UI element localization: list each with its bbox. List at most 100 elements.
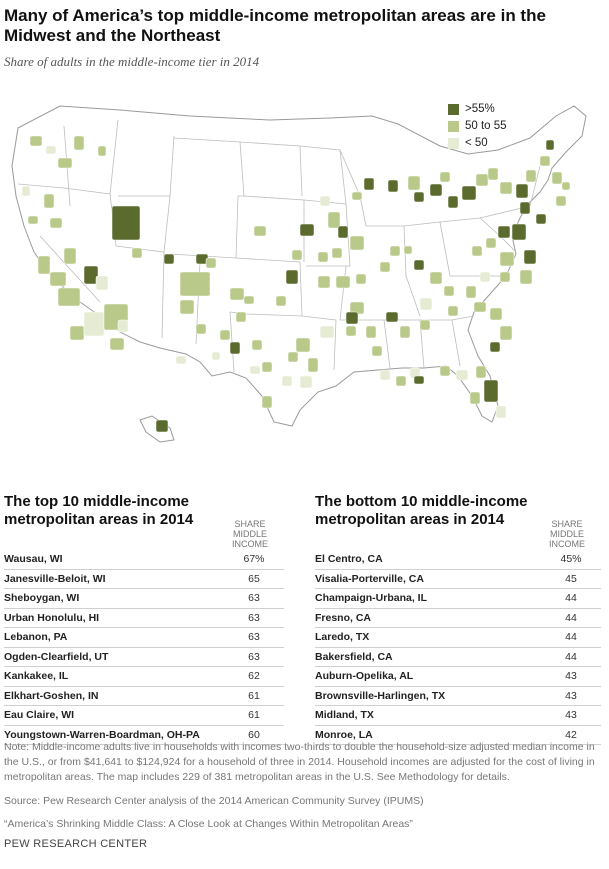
metro-area-shape xyxy=(419,319,431,331)
metro-area-shape xyxy=(355,273,367,285)
metro-area-shape xyxy=(447,195,459,209)
metro-name: Brownsville-Harlingen, TX xyxy=(315,689,446,702)
table-row: Midland, TX 43 xyxy=(315,706,601,726)
metro-area-shape xyxy=(473,301,487,313)
table-row: Urban Honolulu, HI 63 xyxy=(4,609,284,628)
us-metro-map xyxy=(11,105,587,443)
metro-area-shape xyxy=(485,237,497,249)
metro-area-shape xyxy=(299,375,313,389)
state-border xyxy=(109,119,119,195)
metro-area-shape xyxy=(49,217,63,229)
metro-area-shape xyxy=(483,379,499,403)
metro-area-shape xyxy=(555,195,567,207)
metro-name: Elkhart-Goshen, IN xyxy=(4,689,99,702)
metro-area-shape xyxy=(155,419,169,433)
metro-area-shape xyxy=(95,275,109,291)
metro-share-value: 61 xyxy=(248,689,260,702)
table-row: Wausau, WI 67% xyxy=(4,550,284,570)
metro-area-shape xyxy=(307,357,319,373)
metro-area-shape xyxy=(539,155,551,167)
legend-label-mid: 50 to 55 xyxy=(465,120,507,132)
metro-area-shape xyxy=(499,325,513,341)
metro-area-shape xyxy=(163,253,175,265)
metro-share-value: 45 xyxy=(565,572,577,585)
table-row: Monroe, LA 42 xyxy=(315,726,601,745)
metro-area-shape xyxy=(511,223,527,241)
metro-area-shape xyxy=(97,145,107,157)
metro-share-value: 42 xyxy=(565,728,577,741)
metro-area-shape xyxy=(525,169,537,183)
metro-area-shape xyxy=(281,375,293,387)
metro-area-shape xyxy=(57,157,73,169)
metro-area-shape xyxy=(211,351,221,361)
metro-share-value: 61 xyxy=(248,709,260,722)
table-row: Elkhart-Goshen, IN 61 xyxy=(4,687,284,706)
metro-area-shape xyxy=(551,171,563,185)
metro-name: Champaign-Urbana, IL xyxy=(315,592,428,605)
metro-area-shape xyxy=(287,351,299,363)
map-legend: >55% 50 to 55 < 50 xyxy=(448,102,507,153)
legend-swatch-high xyxy=(448,103,459,115)
metro-area-shape xyxy=(443,285,455,297)
metro-share-value: 63 xyxy=(248,592,260,605)
metro-area-shape xyxy=(395,375,407,387)
bottom-10-rows: El Centro, CA 45% Visalia-Porterville, CA 4… xyxy=(315,550,601,745)
metro-area-shape xyxy=(499,181,513,195)
table-row: Bakersfield, CA 44 xyxy=(315,648,601,667)
table-row: Visalia-Porterville, CA 45 xyxy=(315,570,601,589)
metro-area-shape xyxy=(317,275,331,289)
metro-area-shape xyxy=(519,201,531,215)
legend-label-low: < 50 xyxy=(465,137,488,149)
metro-area-shape xyxy=(349,235,365,251)
metro-share-value: 45% xyxy=(560,553,582,566)
metro-share-value: 44 xyxy=(565,650,577,663)
legend-item-low: < 50 xyxy=(448,136,507,150)
metro-area-shape xyxy=(461,185,477,201)
metro-name: Laredo, TX xyxy=(315,631,370,644)
state-border xyxy=(39,235,101,303)
metro-share-value: 44 xyxy=(565,611,577,624)
metro-area-shape xyxy=(109,337,125,351)
metro-area-shape xyxy=(21,185,31,197)
metro-area-shape xyxy=(45,145,57,155)
metro-name: Urban Honolulu, HI xyxy=(4,611,100,624)
metro-name: Monroe, LA xyxy=(315,728,373,741)
credit-line: PEW RESEARCH CENTER xyxy=(4,838,148,850)
metro-area-shape xyxy=(403,245,413,255)
metro-share-value: 63 xyxy=(248,650,260,663)
top-10-title: The top 10 middle-income metropolitan ar… xyxy=(4,493,194,528)
metro-area-shape xyxy=(387,179,399,193)
metro-areas xyxy=(21,135,571,433)
metro-area-shape xyxy=(27,215,39,225)
metro-area-shape xyxy=(561,181,571,191)
metro-area-shape xyxy=(295,337,311,353)
metro-area-shape xyxy=(385,311,399,323)
state-border xyxy=(339,265,347,321)
state-border xyxy=(235,257,301,263)
metro-area-shape xyxy=(345,311,359,325)
metro-name: Eau Claire, WI xyxy=(4,709,75,722)
footnote: Note: Middle-income adults live in house… xyxy=(4,741,595,783)
metro-area-shape xyxy=(489,307,503,321)
metro-area-shape xyxy=(57,287,81,307)
metro-area-shape xyxy=(179,271,211,297)
top-10-rows: Wausau, WI 67% Janesville-Beloit, WI 65 Sheb… xyxy=(4,550,284,745)
top-10-column-header: SHARE MIDDLE INCOME xyxy=(232,519,268,549)
metro-area-shape xyxy=(499,251,515,267)
metro-share-value: 62 xyxy=(248,670,260,683)
metro-share-value: 43 xyxy=(565,670,577,683)
metro-area-shape xyxy=(111,205,141,241)
metro-area-shape xyxy=(327,211,341,229)
metro-share-value: 44 xyxy=(565,592,577,605)
metro-area-shape xyxy=(335,275,351,289)
metro-area-shape xyxy=(535,213,547,225)
metro-area-shape xyxy=(389,245,401,257)
metro-area-shape xyxy=(229,287,245,301)
metro-share-value: 67% xyxy=(243,553,265,566)
metro-area-shape xyxy=(43,193,55,209)
metro-area-shape xyxy=(413,191,425,203)
metro-area-shape xyxy=(413,375,425,385)
metro-area-shape xyxy=(179,299,195,315)
metro-area-shape xyxy=(419,297,433,311)
metro-area-shape xyxy=(331,247,343,259)
